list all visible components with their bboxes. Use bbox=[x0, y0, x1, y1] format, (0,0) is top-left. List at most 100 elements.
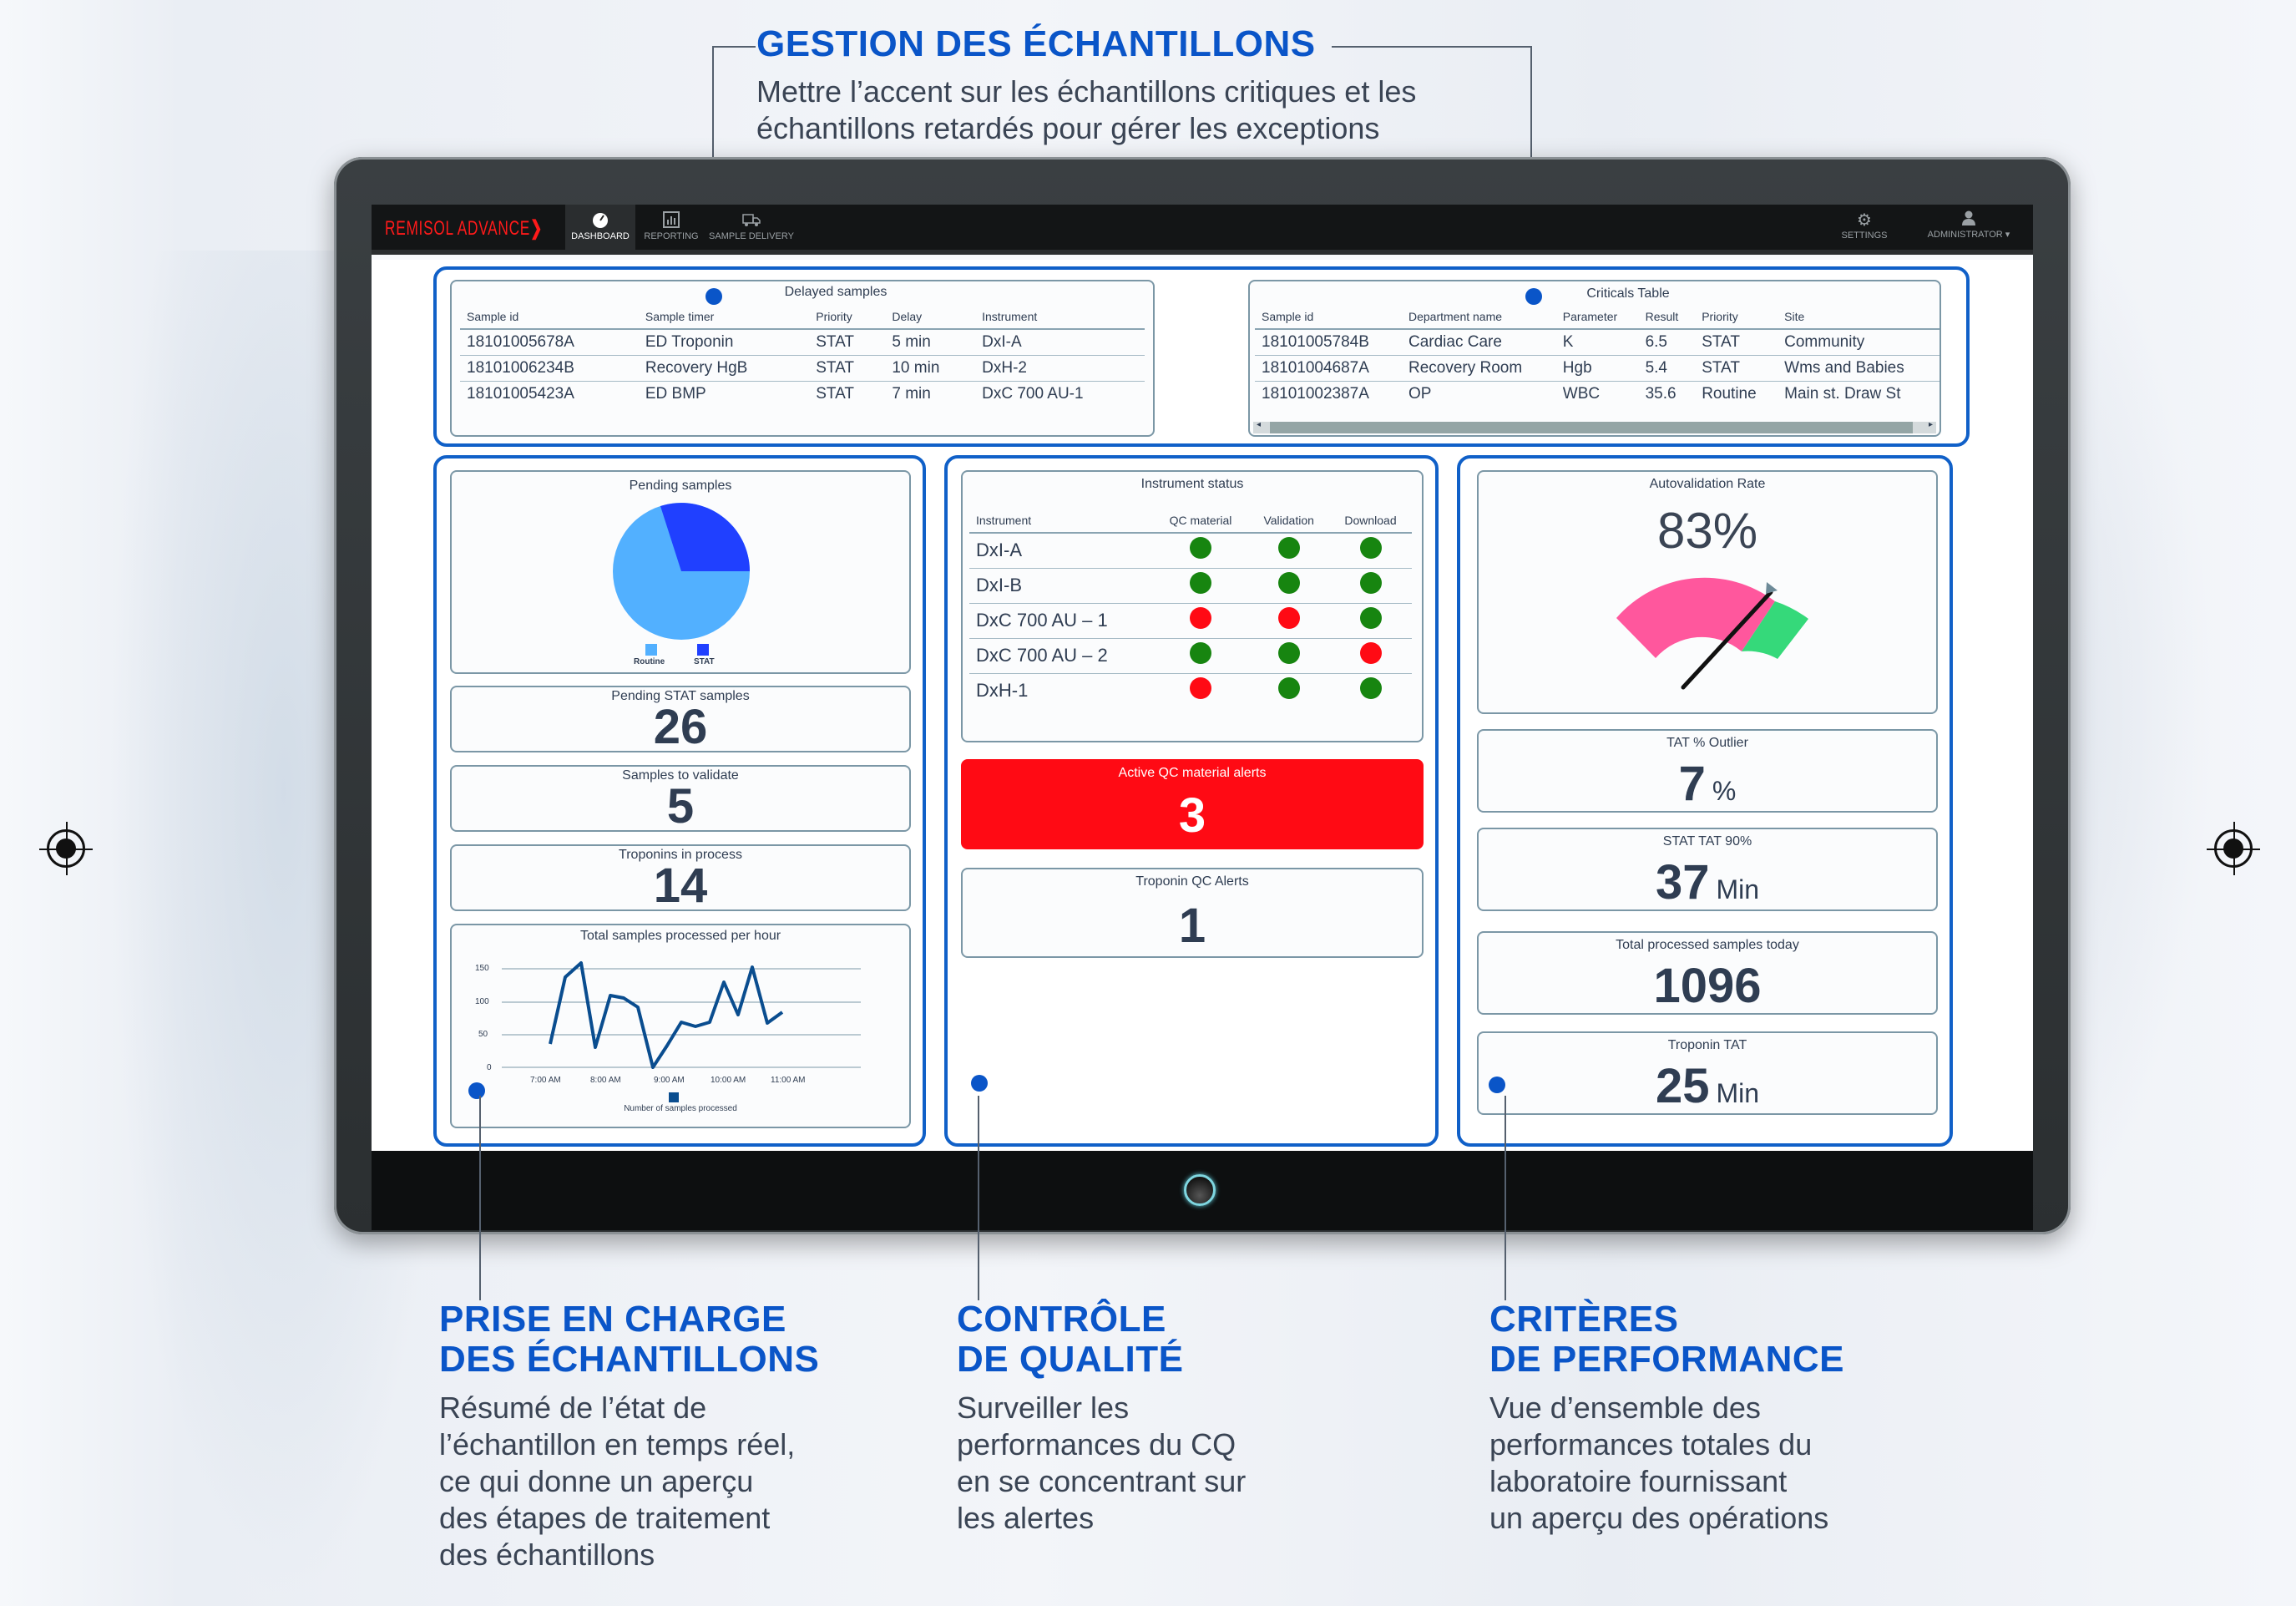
callout-pin-icon bbox=[1525, 288, 1542, 305]
legend-label-routine: Routine bbox=[634, 657, 665, 666]
kpi-card-troponins-in-process[interactable]: Troponins in process 14 bbox=[450, 844, 911, 911]
table-row[interactable]: 18101006234B Recovery HgB STAT 10 min DxH-2 bbox=[460, 355, 1145, 382]
instrument-row[interactable]: DxC 700 AU – 2 bbox=[969, 638, 1412, 674]
column-header[interactable]: Delay bbox=[885, 307, 976, 330]
autovalidation-gauge[interactable] bbox=[1596, 572, 1829, 697]
troponin-qc-count: 1 bbox=[1178, 899, 1206, 953]
column-header[interactable]: Priority bbox=[809, 307, 886, 330]
column-header[interactable]: Sample timer bbox=[638, 307, 810, 330]
instrument-row[interactable]: DxI-B bbox=[969, 568, 1412, 604]
column-header[interactable]: Priority bbox=[1695, 307, 1778, 330]
status-ok-icon bbox=[1359, 572, 1382, 594]
status-ok-icon bbox=[1190, 572, 1212, 594]
kpi-card-total-processed-today[interactable]: Total processed samples today 1096 bbox=[1477, 931, 1938, 1015]
callout-text: échantillons retardés pour gérer les exc… bbox=[756, 111, 1380, 145]
status-ok-icon bbox=[1277, 572, 1300, 594]
status-ok-icon bbox=[1359, 537, 1382, 560]
callout-line bbox=[712, 46, 756, 48]
quality-control-group: Instrument status Instrument QC material… bbox=[944, 455, 1439, 1147]
column-header[interactable]: Site bbox=[1778, 307, 1939, 330]
legend-swatch-stat bbox=[697, 644, 709, 656]
bar-chart-icon bbox=[663, 211, 680, 228]
table-row[interactable]: 18101004687A Recovery Room Hgb 5.4 STAT Wms a… bbox=[1255, 355, 1939, 382]
kpi-card-samples-to-validate[interactable]: Samples to validate 5 bbox=[450, 765, 911, 832]
table-row[interactable]: 18101002387A OP WBC 35.6 Routine Main st. Dra… bbox=[1262, 385, 1901, 403]
dashboard-content: Delayed samples Sample id Sample timer P… bbox=[372, 260, 2033, 1151]
column-header[interactable]: Instrument bbox=[975, 307, 1145, 330]
kpi-value: 14 bbox=[653, 859, 708, 913]
instrument-row[interactable]: DxH-1 bbox=[969, 673, 1412, 708]
criticals-table-card: Criticals Table Sample id Department nam… bbox=[1248, 280, 1941, 437]
callout-title-sample-management: GESTION DES ÉCHANTILLONS bbox=[756, 23, 1316, 64]
instrument-row[interactable]: DxI-A bbox=[969, 533, 1412, 569]
column-header[interactable]: Result bbox=[1638, 307, 1696, 330]
status-ok-icon bbox=[1277, 677, 1300, 700]
instrument-status-card: Instrument status Instrument QC material… bbox=[961, 470, 1424, 742]
sample-management-group: Delayed samples Sample id Sample timer P… bbox=[433, 266, 1970, 447]
qc-alerts-count: 3 bbox=[1178, 788, 1206, 843]
status-alert-icon bbox=[1277, 607, 1300, 629]
nav-tab-reporting[interactable]: REPORTING bbox=[639, 205, 704, 255]
kpi-card-troponin-tat[interactable]: Troponin TAT 25 Min bbox=[1477, 1031, 1938, 1115]
hourly-line-chart[interactable] bbox=[502, 959, 903, 1076]
status-alert-icon bbox=[1190, 607, 1212, 629]
registration-mark-icon bbox=[39, 822, 93, 875]
active-qc-alerts-card[interactable]: Active QC material alerts 3 bbox=[961, 759, 1424, 849]
status-ok-icon bbox=[1190, 537, 1212, 560]
sample-handling-group: Pending samples Routine STAT Pending STA… bbox=[433, 455, 926, 1147]
kpi-value: 5 bbox=[666, 779, 695, 833]
performance-group: Autovalidation Rate 83% TAT % Outlier 7%… bbox=[1457, 455, 1953, 1147]
user-menu-button[interactable]: ADMINISTRATOR ▾ bbox=[1923, 210, 2015, 240]
status-ok-icon bbox=[1359, 677, 1382, 700]
horizontal-scrollbar[interactable]: ◂ ▸ bbox=[1253, 420, 1936, 433]
legend-swatch-routine bbox=[645, 644, 657, 656]
status-ok-icon bbox=[1359, 607, 1382, 629]
kpi-card-stat-tat-90[interactable]: STAT TAT 90% 37 Min bbox=[1477, 828, 1938, 911]
callout-pin-icon bbox=[971, 1075, 988, 1092]
autovalidation-value: 83% bbox=[1656, 503, 1758, 559]
instrument-status-table: Instrument QC material Validation Downlo… bbox=[969, 510, 1412, 708]
truck-icon bbox=[742, 214, 761, 226]
scroll-right-arrow-icon[interactable]: ▸ bbox=[1928, 420, 1933, 429]
kpi-card-pending-stat[interactable]: Pending STAT samples 26 bbox=[450, 686, 911, 752]
status-alert-icon bbox=[1190, 677, 1212, 700]
column-header[interactable]: Sample id bbox=[460, 307, 639, 330]
nav-tab-dashboard[interactable]: DASHBOARD bbox=[565, 205, 635, 255]
scrollbar-thumb[interactable] bbox=[1270, 422, 1913, 433]
home-button-icon[interactable] bbox=[1184, 1174, 1216, 1206]
callout-pin-icon bbox=[1489, 1077, 1505, 1093]
kpi-value: 26 bbox=[653, 700, 708, 754]
table-row[interactable]: 18101005423A ED BMP STAT 7 min DxC 700 AU-1 bbox=[467, 385, 1084, 403]
pending-samples-card: Pending samples Routine STAT bbox=[450, 470, 911, 674]
instrument-row[interactable]: DxC 700 AU – 1 bbox=[969, 603, 1412, 639]
delayed-samples-table: Sample id Sample timer Priority Delay In… bbox=[460, 307, 1145, 407]
pending-samples-pie-chart[interactable] bbox=[610, 500, 752, 642]
settings-button[interactable]: ⚙ SETTINGS bbox=[1839, 210, 1889, 241]
status-ok-icon bbox=[1277, 537, 1300, 560]
callout-line bbox=[978, 1096, 979, 1300]
callout-pin-icon bbox=[468, 1082, 485, 1099]
hourly-chart-card: Total samples processed per hour 150 100… bbox=[450, 924, 911, 1128]
callout-line bbox=[1332, 46, 1532, 48]
column-header[interactable]: Department name bbox=[1401, 307, 1556, 330]
scroll-left-arrow-icon[interactable]: ◂ bbox=[1257, 420, 1262, 429]
legend-label: Number of samples processed bbox=[624, 1104, 737, 1113]
dashboard-gauge-icon bbox=[593, 213, 608, 228]
column-header[interactable]: Parameter bbox=[1555, 307, 1639, 330]
nav-tab-sample-delivery[interactable]: SAMPLE DELIVERY bbox=[705, 205, 797, 255]
callout-pin-icon bbox=[705, 288, 722, 305]
table-row[interactable]: 18101005784B Cardiac Care K 6.5 STAT Communit… bbox=[1255, 329, 1939, 356]
troponin-qc-alerts-card[interactable]: Troponin QC Alerts 1 bbox=[961, 868, 1424, 958]
autovalidation-rate-card: Autovalidation Rate 83% bbox=[1477, 470, 1938, 714]
callout-title-sample-handling: PRISE EN CHARGE bbox=[439, 1299, 786, 1340]
delayed-samples-title: Delayed samples bbox=[784, 285, 888, 299]
column-header[interactable]: Sample id bbox=[1255, 307, 1402, 330]
callout-line bbox=[1505, 1096, 1506, 1300]
instrument-status-title: Instrument status bbox=[1140, 477, 1244, 491]
kpi-card-tat-outlier[interactable]: TAT % Outlier 7% bbox=[1477, 729, 1938, 813]
app-logo: REMISOL ADVANCE❯ bbox=[385, 217, 544, 240]
status-ok-icon bbox=[1277, 642, 1300, 664]
table-row[interactable]: 18101005678A ED Troponin STAT 5 min DxI-A bbox=[460, 329, 1145, 356]
callout-line bbox=[479, 1096, 481, 1300]
criticals-table: Sample id Department name Parameter Resu… bbox=[1255, 307, 1939, 407]
